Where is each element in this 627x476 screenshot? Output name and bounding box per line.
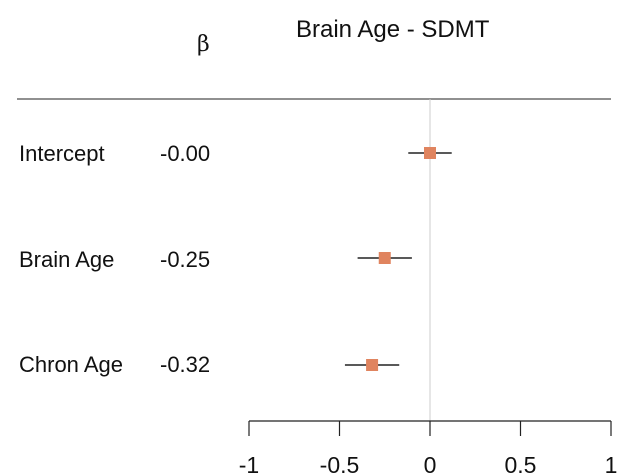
point-estimate-1 xyxy=(378,252,391,264)
x-tick-label-1: -0.5 xyxy=(320,452,360,476)
row-label-intercept: Intercept xyxy=(19,141,105,166)
row-beta-brain-age: -0.25 xyxy=(160,247,211,272)
x-tick-label-2: 0 xyxy=(424,452,437,476)
x-tick-label-3: 0.5 xyxy=(505,452,537,476)
point-estimate-0 xyxy=(424,147,436,159)
beta-column-header: β xyxy=(197,32,210,57)
row-beta-intercept: -0.00 xyxy=(160,141,211,166)
row-label-brain-age: Brain Age xyxy=(19,247,115,272)
point-estimate-2 xyxy=(366,359,379,371)
x-tick-label-4: 1 xyxy=(605,452,618,476)
x-tick-label-0: -1 xyxy=(239,452,259,476)
row-beta-chron-age: -0.32 xyxy=(160,352,211,377)
chart-title: Brain Age - SDMT xyxy=(296,16,490,43)
row-label-chron-age: Chron Age xyxy=(19,352,123,377)
